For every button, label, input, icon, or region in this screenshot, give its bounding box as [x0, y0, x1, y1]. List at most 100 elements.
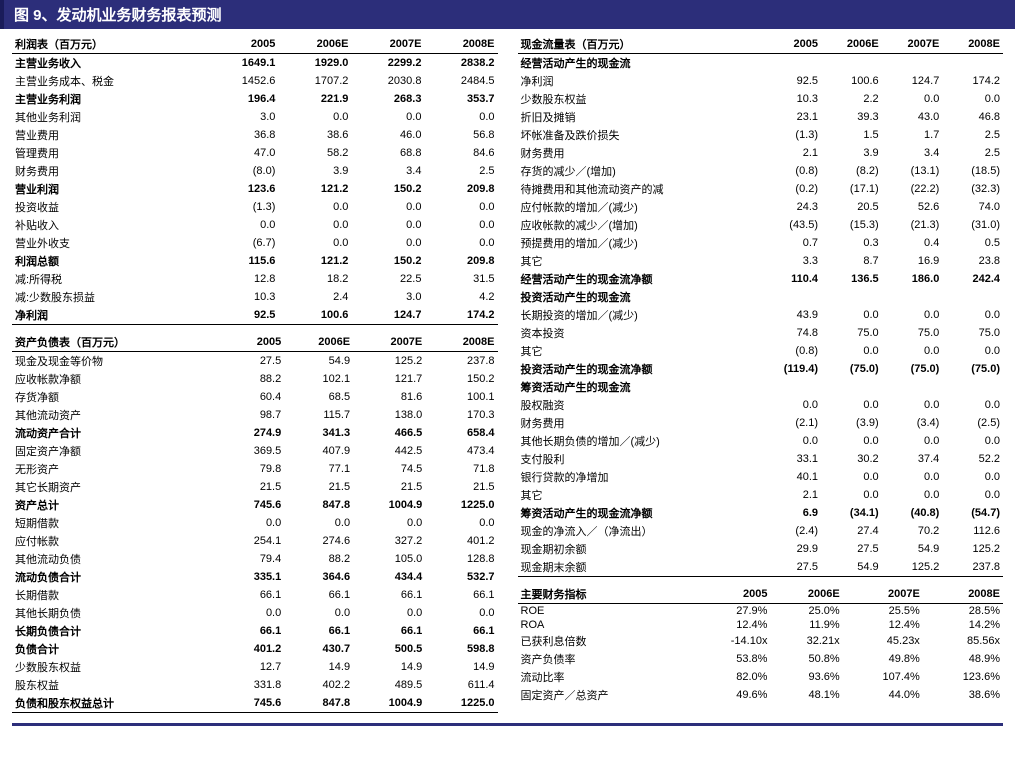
- table-row: 现金的净流入／（净流出）(2.4)27.470.2112.6: [518, 522, 1004, 540]
- table-row: 财务费用2.13.93.42.5: [518, 144, 1004, 162]
- cell-value: 0.0: [882, 486, 943, 504]
- cell-value: 209.8: [424, 252, 497, 270]
- table-row: 坏帐准备及跌价损失(1.3)1.51.72.5: [518, 126, 1004, 144]
- cell-value: 1.5: [821, 126, 882, 144]
- table-row: 投资活动产生的现金流净额(119.4)(75.0)(75.0)(75.0): [518, 360, 1004, 378]
- cell-value: 128.8: [425, 550, 497, 568]
- cell-value: (75.0): [942, 360, 1003, 378]
- table-row: 财务费用(8.0)3.93.42.5: [12, 162, 498, 180]
- cell-value: 79.4: [223, 550, 284, 568]
- cell-value: 2030.8: [351, 72, 424, 90]
- cell-value: 11.9%: [770, 618, 842, 632]
- cell-value: 0.0: [284, 514, 353, 532]
- year-header: 2006E: [821, 35, 882, 54]
- cell-value: (32.3): [942, 180, 1003, 198]
- cell-value: 268.3: [351, 90, 424, 108]
- cell-value: 125.2: [882, 558, 943, 577]
- row-label: 其他长期负债的增加／(减少): [518, 432, 757, 450]
- cell-value: 0.0: [882, 342, 943, 360]
- cell-value: 92.5: [756, 72, 821, 90]
- row-label: ROA: [518, 618, 692, 632]
- row-label: 应收帐款净额: [12, 370, 223, 388]
- table-row: 营业外收支(6.7)0.00.00.0: [12, 234, 498, 252]
- cell-value: 466.5: [353, 424, 425, 442]
- cell-value: 12.4%: [691, 618, 770, 632]
- cell-value: 442.5: [353, 442, 425, 460]
- row-label: 减:少数股东损益: [12, 288, 205, 306]
- row-label: 现金期末余额: [518, 558, 757, 577]
- cell-value: 500.5: [353, 640, 425, 658]
- cell-value: 0.0: [756, 396, 821, 414]
- cell-value: 12.7: [223, 658, 284, 676]
- cell-value: 115.7: [284, 406, 353, 424]
- cell-value: 110.4: [756, 270, 821, 288]
- cell-value: 21.5: [223, 478, 284, 496]
- cell-value: 21.5: [284, 478, 353, 496]
- row-label: 其他长期负债: [12, 604, 223, 622]
- table-row: 减:少数股东损益10.32.43.04.2: [12, 288, 498, 306]
- row-label: 流动比率: [518, 668, 692, 686]
- cell-value: 335.1: [223, 568, 284, 586]
- table-row: 其它2.10.00.00.0: [518, 486, 1004, 504]
- cell-value: 14.9: [425, 658, 497, 676]
- cell-value: 4.2: [424, 288, 497, 306]
- cell-value: 52.2: [942, 450, 1003, 468]
- cell-value: 84.6: [424, 144, 497, 162]
- cell-value: 27.4: [821, 522, 882, 540]
- table-row: 主营业务收入1649.11929.02299.22838.2: [12, 54, 498, 73]
- cell-value: 401.2: [425, 532, 497, 550]
- cell-value: 0.0: [351, 198, 424, 216]
- cell-value: 125.2: [353, 352, 425, 371]
- cell-value: 532.7: [425, 568, 497, 586]
- cell-value: 0.0: [942, 432, 1003, 450]
- cell-value: 8.7: [821, 252, 882, 270]
- cell-value: 2484.5: [424, 72, 497, 90]
- cell-value: 0.0: [821, 468, 882, 486]
- cell-value: 48.9%: [923, 650, 1003, 668]
- year-header: 2007E: [351, 35, 424, 54]
- table-row: 营业费用36.838.646.056.8: [12, 126, 498, 144]
- table-row: 已获利息倍数-14.10x32.21x45.23x85.56x: [518, 632, 1004, 650]
- row-label: 主营业务收入: [12, 54, 205, 73]
- cell-value: 434.4: [353, 568, 425, 586]
- row-label: 流动负债合计: [12, 568, 223, 586]
- row-label: 减:所得税: [12, 270, 205, 288]
- year-header: 2007E: [843, 585, 923, 604]
- cell-value: (1.3): [205, 198, 278, 216]
- cell-value: 74.0: [942, 198, 1003, 216]
- figure-title: 图 9、发动机业务财务报表预测: [0, 0, 1015, 29]
- row-label: 净利润: [518, 72, 757, 90]
- cell-value: 93.6%: [770, 668, 842, 686]
- cell-value: 0.0: [424, 216, 497, 234]
- cell-value: 14.9: [353, 658, 425, 676]
- cell-value: 46.8: [942, 108, 1003, 126]
- cell-value: (0.8): [756, 162, 821, 180]
- cell-value: 237.8: [425, 352, 497, 371]
- year-header: 2005: [756, 35, 821, 54]
- cell-value: 847.8: [284, 496, 353, 514]
- cell-value: 0.0: [278, 216, 351, 234]
- cell-value: 170.3: [425, 406, 497, 424]
- row-label: 存货净额: [12, 388, 223, 406]
- table-row: 应收帐款的减少／(增加)(43.5)(15.3)(21.3)(31.0): [518, 216, 1004, 234]
- cell-value: 43.9: [756, 306, 821, 324]
- cell-value: 74.8: [756, 324, 821, 342]
- row-label: 存货的减少／(增加): [518, 162, 757, 180]
- row-label: 应付帐款的增加／(减少): [518, 198, 757, 216]
- cell-value: 0.0: [278, 108, 351, 126]
- table-row: 现金期初余额29.927.554.9125.2: [518, 540, 1004, 558]
- table-row: 营业利润123.6121.2150.2209.8: [12, 180, 498, 198]
- row-label: 固定资产净额: [12, 442, 223, 460]
- cell-value: 12.8: [205, 270, 278, 288]
- year-header: 2008E: [424, 35, 497, 54]
- row-label: 财务费用: [518, 414, 757, 432]
- cell-value: 52.6: [882, 198, 943, 216]
- cell-value: 66.1: [353, 586, 425, 604]
- row-label: 营业外收支: [12, 234, 205, 252]
- table-row: 其他流动负债79.488.2105.0128.8: [12, 550, 498, 568]
- cell-value: (2.1): [756, 414, 821, 432]
- cell-value: 44.0%: [843, 686, 923, 704]
- row-label: 少数股东权益: [12, 658, 223, 676]
- cashflow-table: 现金流量表（百万元）20052006E2007E2008E 经营活动产生的现金流…: [518, 35, 1004, 577]
- cell-value: 489.5: [353, 676, 425, 694]
